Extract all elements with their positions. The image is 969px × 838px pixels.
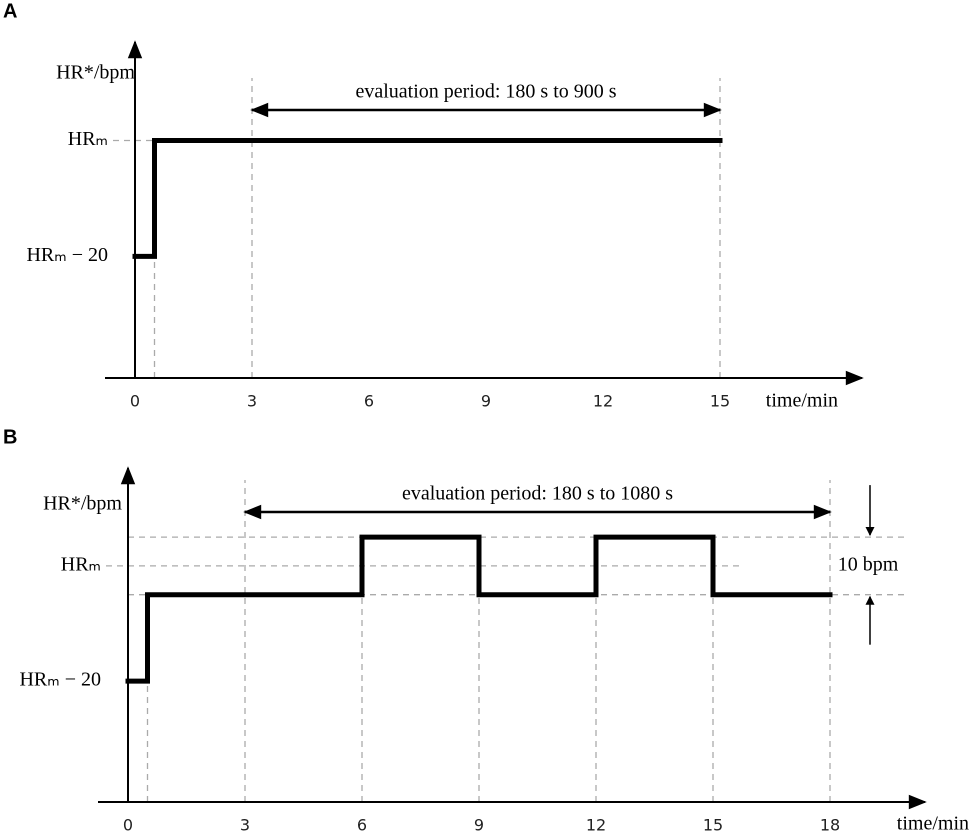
x-tick-label: 3	[240, 816, 250, 835]
span-label: 10 bpm	[838, 553, 899, 575]
x-tick-label: 18	[820, 816, 840, 835]
y-tick-label: HRₘ	[68, 128, 108, 150]
x-tick-label: 6	[364, 392, 374, 411]
x-tick-label: 6	[357, 816, 367, 835]
x-tick-label: 15	[703, 816, 723, 835]
x-axis-label: time/min	[897, 813, 969, 835]
hr-line	[132, 137, 723, 259]
x-tick-label: 12	[586, 816, 606, 835]
y-tick-label: HRₘ	[61, 553, 101, 575]
x-tick-label: 9	[474, 816, 484, 835]
y-tick-label: HRₘ − 20	[19, 669, 101, 691]
x-tick-label: 0	[130, 392, 140, 411]
x-axis-label: time/min	[766, 390, 838, 412]
panel-label: A	[3, 0, 17, 22]
x-tick-label: 12	[593, 392, 613, 411]
x-tick-label: 9	[481, 392, 491, 411]
y-tick-label: HRₘ − 20	[26, 244, 108, 266]
hr-line	[125, 534, 833, 684]
x-tick-label: 0	[123, 816, 133, 835]
x-tick-label: 15	[710, 392, 730, 411]
panel-label: B	[3, 426, 17, 448]
period-label: evaluation period: 180 s to 1080 s	[402, 483, 673, 505]
y-axis-label: HR*/bpm	[43, 493, 122, 515]
y-axis-label: HR*/bpm	[56, 62, 135, 84]
x-tick-label: 3	[247, 392, 257, 411]
period-label: evaluation period: 180 s to 900 s	[355, 81, 616, 103]
